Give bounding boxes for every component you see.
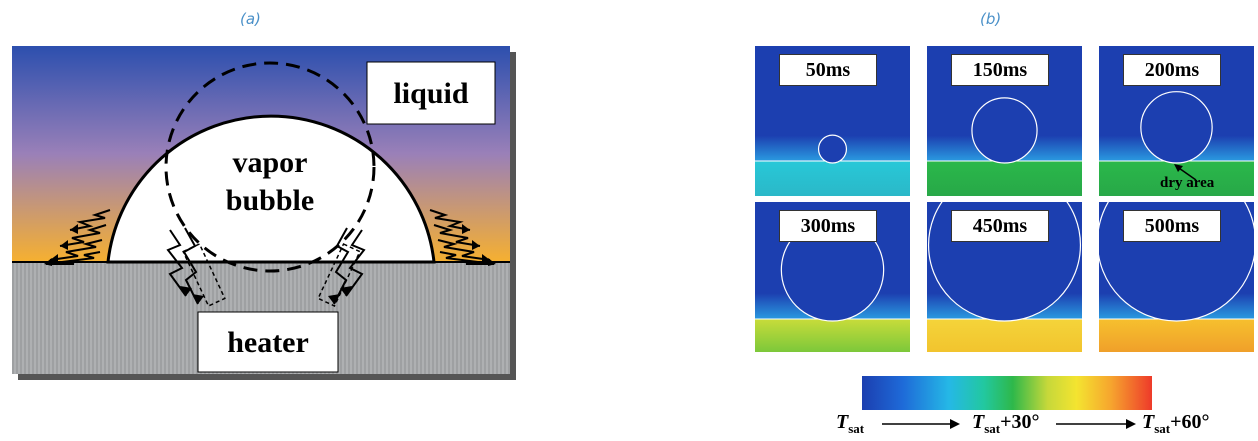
panel-a-label: (a) [240,10,261,28]
liquid-label: liquid [393,77,468,110]
dashed-bubble-outline [164,61,376,273]
dry-area-label: dry area [1160,175,1215,191]
colorbar-arrows [882,419,1136,429]
sim-frame-150ms: 150ms [927,46,1082,196]
colorbar-min-label: Tsat [836,411,865,436]
dry-area-arrow [1174,164,1197,181]
heater-label: heater [227,326,309,359]
temperature-colorbar [862,376,1152,410]
frame-time-label: 50ms [779,54,877,86]
sim-frame-450ms: 450ms [927,202,1082,352]
frame-time-label: 300ms [779,210,877,242]
sim-frame-50ms: 50ms [755,46,910,196]
colorbar-max-label: Tsat+60° [1142,411,1210,436]
frame-time-label: 450ms [951,210,1049,242]
frame-time-label: 150ms [951,54,1049,86]
bubble-label: bubble [226,184,314,217]
heat-flux-arrows-bottom [166,227,366,305]
heat-flux-arrows-right [429,209,494,265]
sim-frame-200ms: 200ms [1099,46,1254,196]
colorbar-mid-label: Tsat+30° [972,411,1040,436]
vapor-bubble [106,114,436,264]
frame-time-label: 500ms [1123,210,1221,242]
bubble-schematic: liquid vapor bubble heater [12,46,516,380]
panel-b-label: (b) [980,10,1002,28]
sim-frame-300ms: 300ms [755,202,910,352]
sim-frame-500ms: 500ms [1099,202,1254,352]
heat-flux-arrows-left [46,209,111,265]
vapor-label: vapor [233,146,308,179]
frame-time-label: 200ms [1123,54,1221,86]
